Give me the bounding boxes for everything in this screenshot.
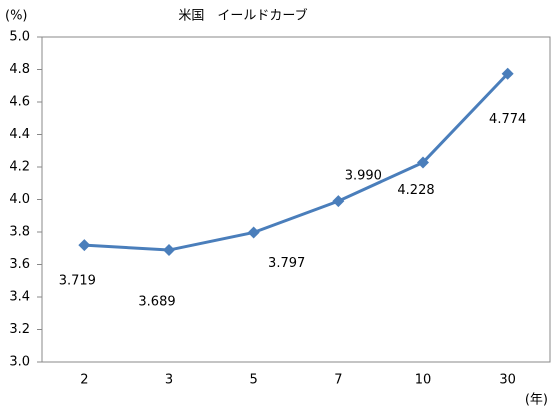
y-tick-label: 5.0 — [9, 30, 30, 45]
series-line — [84, 72, 509, 252]
data-label: 4.228 — [397, 183, 434, 198]
marker — [163, 244, 175, 257]
data-label: 3.990 — [345, 169, 382, 184]
data-label: 4.774 — [489, 112, 526, 127]
y-tick-label: 3.0 — [9, 355, 30, 370]
data-label: 3.797 — [268, 256, 305, 271]
x-tick-label: 30 — [499, 373, 516, 388]
y-tick-label: 3.2 — [9, 322, 30, 337]
y-tick-label: 4.4 — [9, 127, 30, 142]
y-axis-label: (%) — [5, 9, 28, 24]
data-label: 3.719 — [59, 274, 96, 289]
y-tick-label: 4.6 — [9, 95, 30, 110]
chart-title: 米国 イールドカーブ — [178, 8, 307, 24]
x-tick-label: 10 — [415, 373, 432, 388]
x-axis-label: (年) — [525, 393, 548, 408]
marker — [332, 195, 345, 208]
y-tick-label: 3.6 — [9, 257, 30, 272]
y-tick-label: 3.4 — [9, 290, 30, 305]
marker — [501, 67, 514, 80]
y-tick-label: 3.8 — [9, 225, 30, 240]
y-tick-label: 4.2 — [9, 160, 30, 175]
marker — [247, 226, 260, 239]
x-tick-label: 3 — [165, 373, 173, 388]
marker — [417, 156, 429, 169]
x-tick-label: 5 — [250, 373, 258, 388]
x-tick-label: 7 — [334, 373, 342, 388]
marker — [78, 239, 91, 252]
y-tick-label: 4.8 — [9, 62, 30, 77]
data-label: 3.689 — [138, 295, 175, 310]
plot-frame — [41, 36, 551, 363]
x-tick-label: 2 — [80, 373, 88, 388]
y-tick-label: 4.0 — [9, 192, 30, 207]
